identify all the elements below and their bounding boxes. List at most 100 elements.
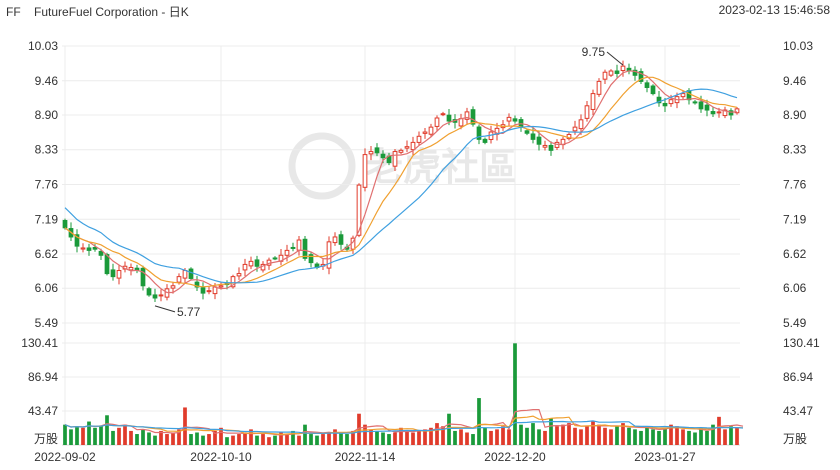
candle-body: [548, 144, 554, 151]
volume-bar: [165, 434, 169, 445]
volume-bar: [99, 426, 103, 445]
volume-bar: [495, 429, 499, 445]
chart-timestamp: 2023-02-13 15:46:58: [718, 3, 830, 17]
candle-body: [608, 70, 614, 76]
candle-body: [602, 71, 608, 80]
price-axis-label-left: 6.06: [35, 281, 59, 295]
candle-body: [590, 93, 596, 110]
volume-bar: [609, 429, 613, 445]
volume-bar: [387, 434, 391, 445]
volume-unit-left: 万股: [34, 432, 58, 446]
candle-body: [338, 234, 344, 245]
candle-body: [656, 96, 662, 104]
candle-body: [242, 263, 248, 271]
volume-bar: [603, 427, 607, 445]
watermark-text: 老虎社區: [365, 147, 517, 189]
volume-bar: [363, 424, 367, 445]
volume-bar: [267, 437, 271, 445]
price-axis-label-right: 8.33: [783, 143, 807, 157]
candle-body: [638, 71, 644, 82]
price-axis-label-left: 10.03: [28, 39, 58, 53]
volume-axis-label-left: 86.94: [28, 370, 58, 384]
candle-body: [416, 135, 422, 143]
candle-body: [734, 108, 740, 114]
volume-bar: [423, 429, 427, 445]
volume-bar: [627, 427, 631, 445]
candle-body: [728, 110, 734, 116]
price-ma20-line: [64, 88, 738, 284]
candle-body: [248, 260, 254, 267]
volume-bar: [483, 427, 487, 445]
price-axis-label-right: 7.76: [783, 178, 807, 192]
volume-bar: [477, 398, 481, 445]
volume-bar: [171, 432, 175, 445]
candle-body: [692, 101, 698, 104]
volume-bar: [573, 427, 577, 445]
volume-bar: [459, 429, 463, 445]
volume-bar: [153, 435, 157, 445]
candle-body: [614, 70, 620, 74]
volume-bar: [147, 432, 151, 445]
volume-bar: [243, 432, 247, 445]
price-axis-label-left: 8.33: [35, 143, 59, 157]
volume-bar: [201, 435, 205, 445]
candle-body: [470, 109, 476, 125]
volume-bar: [531, 423, 535, 445]
watermark-logo-icon: [288, 132, 356, 200]
candle-body: [284, 249, 290, 256]
candle-body: [116, 270, 122, 279]
candle-body: [62, 219, 68, 229]
volume-bar: [141, 429, 145, 445]
volume-bar: [429, 427, 433, 445]
candle-body: [236, 273, 242, 277]
candle-body: [80, 247, 86, 250]
candle-body: [128, 266, 134, 271]
candle-body: [392, 151, 398, 167]
candle-body: [290, 246, 296, 249]
volume-bar: [561, 424, 565, 445]
candle-body: [182, 270, 188, 279]
candle-body: [644, 82, 650, 88]
volume-bar: [93, 427, 97, 445]
volume-bar: [225, 437, 229, 445]
candle-body: [428, 126, 434, 135]
min-price-annotation: 5.77: [177, 305, 201, 319]
price-axis-label-right: 8.90: [783, 108, 807, 122]
candle-body: [296, 239, 302, 251]
candle-body: [440, 113, 446, 116]
volume-bar: [729, 426, 733, 445]
price-axis-label-right: 6.06: [783, 281, 807, 295]
date-axis-label: 2022-11-14: [335, 450, 396, 464]
chart-header: FF FutureFuel Corporation - 日K: [6, 3, 199, 20]
volume-bar: [135, 434, 139, 445]
volume-bar: [735, 427, 739, 445]
volume-axis-label-right: 86.94: [783, 370, 813, 384]
volume-bar: [63, 424, 67, 445]
candle-body: [566, 133, 572, 140]
candle-body: [152, 294, 158, 299]
volume-bar: [639, 430, 643, 445]
candle-body: [176, 276, 182, 283]
volume-bar: [255, 435, 259, 445]
volume-bar: [489, 430, 493, 445]
candle-body: [380, 153, 386, 159]
candle-body: [218, 285, 224, 288]
volume-bar: [327, 432, 331, 445]
volume-bar: [105, 415, 109, 445]
volume-bar: [69, 429, 73, 445]
candle-body: [530, 133, 536, 140]
volume-bar: [183, 407, 187, 445]
candle-body: [620, 65, 626, 72]
volume-bar: [87, 421, 91, 445]
volume-bar: [219, 427, 223, 445]
candle-body: [194, 281, 200, 288]
volume-bar: [393, 432, 397, 445]
volume-axis-label-left: 43.47: [28, 404, 58, 418]
candle-body: [104, 254, 110, 275]
volume-bar: [213, 430, 217, 445]
volume-bar: [261, 434, 265, 445]
date-axis-label: 2022-09-02: [34, 450, 96, 464]
candle-body: [476, 126, 482, 140]
price-axis-label-right: 6.62: [783, 247, 807, 261]
